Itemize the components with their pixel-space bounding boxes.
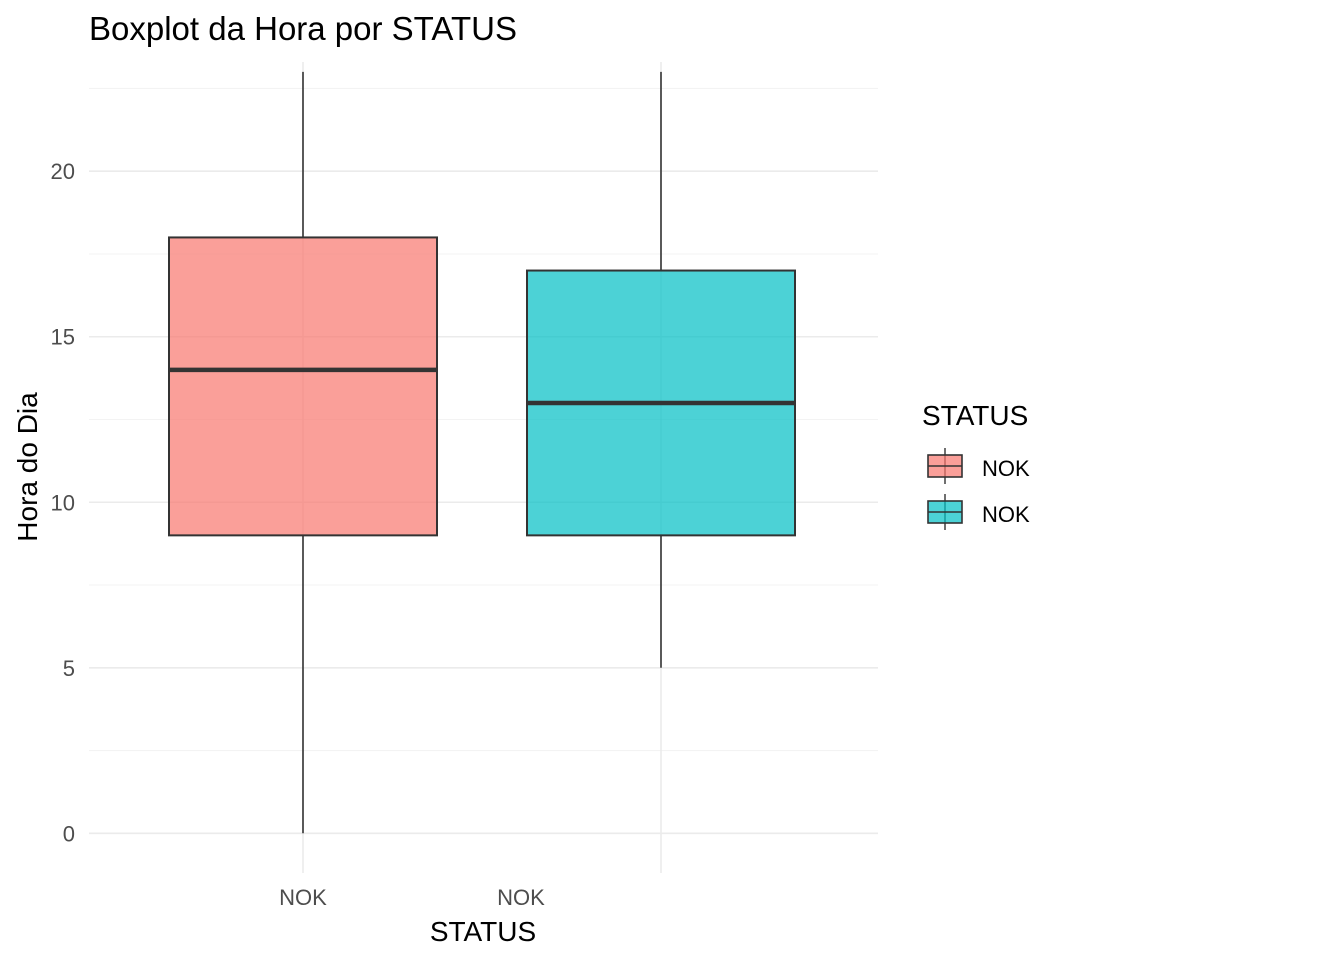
legend-key <box>927 494 963 530</box>
x-tick-label: NOK <box>279 885 327 910</box>
legend-title: STATUS <box>922 400 1028 431</box>
y-axis-title: Hora do Dia <box>12 392 43 542</box>
y-tick-label: 20 <box>51 159 75 184</box>
box-group <box>526 71 796 668</box>
x-axis-title: STATUS <box>430 916 536 947</box>
boxes <box>168 71 796 834</box>
y-axis-ticks: 0 5 10 15 20 <box>51 159 75 846</box>
y-tick-label: 15 <box>51 325 75 350</box>
y-tick-label: 10 <box>51 490 75 515</box>
box-body <box>168 236 438 537</box>
chart-title: Boxplot da Hora por STATUS <box>89 10 517 47</box>
legend-keys <box>927 448 963 530</box>
y-tick-label: 0 <box>63 821 75 846</box>
legend: STATUS NOK NOK <box>922 400 1030 530</box>
legend-label: NOK <box>982 456 1030 481</box>
y-tick-label: 5 <box>63 656 75 681</box>
x-tick-label: NOK <box>497 885 545 910</box>
legend-label: NOK <box>982 502 1030 527</box>
legend-key <box>927 448 963 484</box>
box-group <box>168 71 438 834</box>
